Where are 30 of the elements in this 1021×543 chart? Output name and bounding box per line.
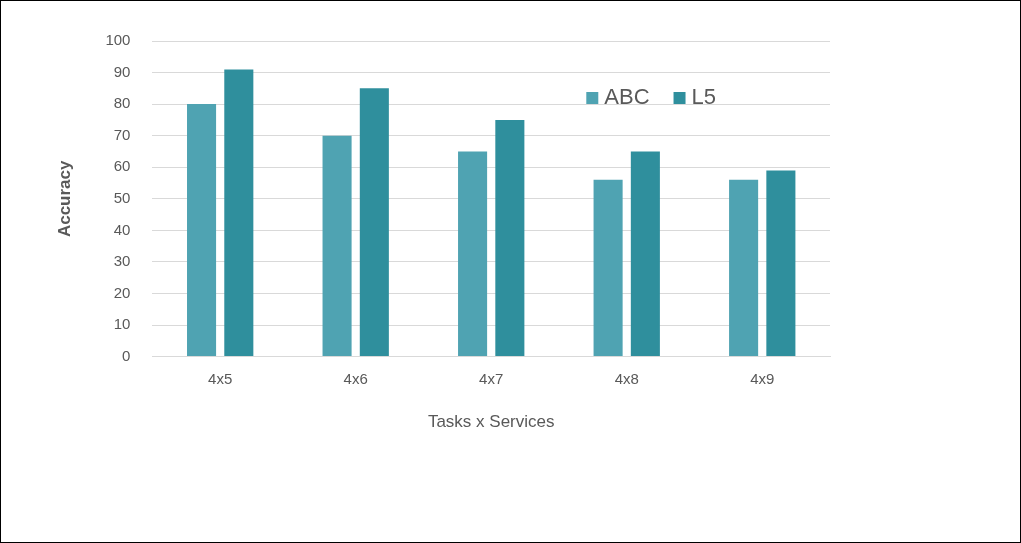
x-tick-label: 4x7 <box>479 369 504 387</box>
bar <box>766 170 796 357</box>
y-tick-label: 70 <box>113 125 131 143</box>
bar <box>359 88 389 357</box>
bar <box>458 151 488 357</box>
y-tick-label: 30 <box>113 252 131 270</box>
y-tick-label: 20 <box>113 283 131 301</box>
y-tick-label: 90 <box>113 62 131 80</box>
y-tick-label: 0 <box>122 346 131 364</box>
x-tick-label: 4x6 <box>343 369 368 387</box>
legend-label: L5 <box>691 84 717 110</box>
y-tick-label: 50 <box>113 188 131 206</box>
x-tick-label: 4x8 <box>614 369 639 387</box>
bar <box>593 179 623 357</box>
bar <box>630 151 660 357</box>
x-tick-label: 4x5 <box>208 369 233 387</box>
y-tick-label: 80 <box>113 94 131 112</box>
y-tick-label: 100 <box>105 31 131 49</box>
y-tick-label: 60 <box>113 157 131 175</box>
bar <box>495 119 525 357</box>
bar <box>224 69 254 357</box>
y-axis-title: Accuracy <box>54 159 74 238</box>
x-tick-label: 4x9 <box>750 369 775 387</box>
bar <box>322 135 352 357</box>
bar <box>729 179 759 357</box>
x-axis-title: Tasks x Services <box>427 412 555 432</box>
bar <box>187 104 217 357</box>
y-tick-label: 40 <box>113 220 131 238</box>
legend-label: ABC <box>604 84 650 110</box>
y-tick-label: 10 <box>113 315 131 333</box>
